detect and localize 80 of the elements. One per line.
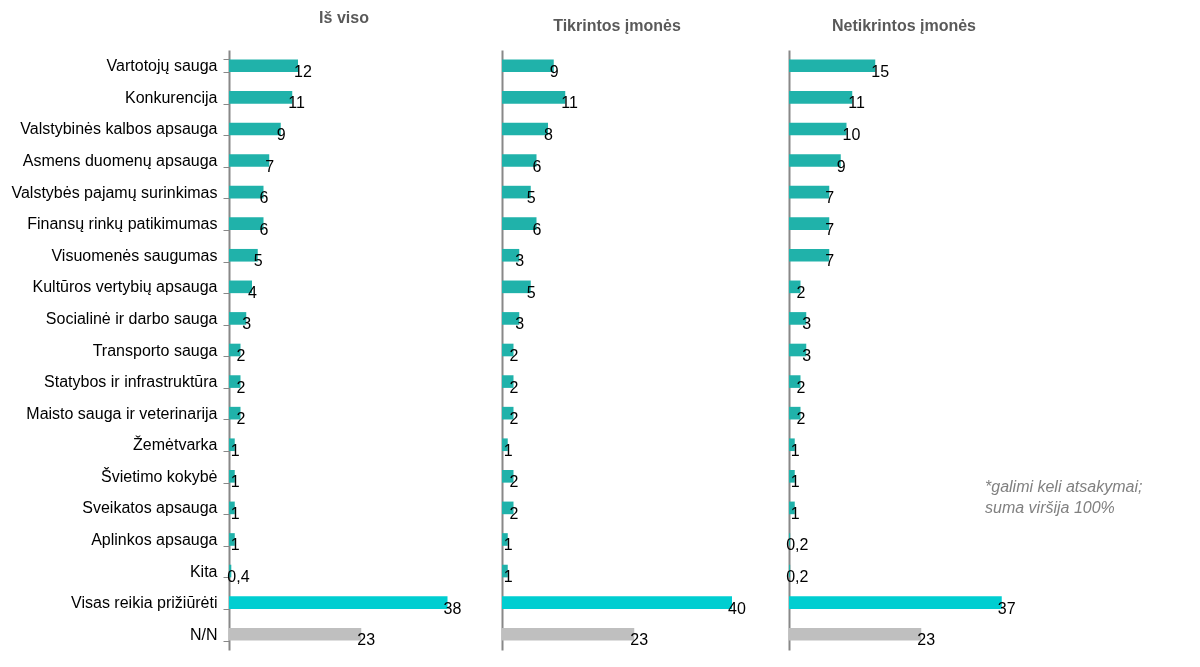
data-label: 4 (248, 283, 257, 301)
data-label: 15 (871, 62, 890, 80)
data-label: 9 (836, 157, 846, 175)
data-label: 7 (825, 189, 835, 207)
data-label: 7 (825, 252, 835, 270)
y-tick-label: Kita (189, 562, 218, 580)
y-tick-label: Valstybinės kalbos apsauga (20, 120, 218, 138)
data-label: 5 (526, 283, 536, 301)
y-tick-label: Asmens duomenų apsauga (22, 152, 218, 170)
data-label: 1 (790, 441, 800, 459)
data-label: 3 (515, 252, 525, 270)
data-label: 6 (259, 189, 269, 207)
y-tick-label: Transporto sauga (92, 341, 218, 359)
data-label: 1 (230, 441, 240, 459)
data-label: 11 (561, 94, 578, 112)
annotation: *galimi keli atsakymai; suma viršija 100% (985, 477, 1143, 518)
y-tick-label: Statybos ir infrastruktūra (44, 373, 218, 391)
data-label: 9 (549, 62, 559, 80)
data-label: 1 (230, 473, 240, 491)
y-tick-label: Konkurencija (125, 88, 218, 106)
y-tick-label: Švietimo kokybė (101, 466, 218, 485)
y-tick-label: Sveikatos apsauga (82, 499, 218, 517)
data-label: 2 (796, 378, 806, 396)
y-tick-label: Maisto sauga ir veterinarija (26, 404, 218, 422)
chart-title: Tikrintos įmonės (553, 17, 681, 34)
data-label: 12 (294, 62, 312, 80)
data-label: 23 (357, 631, 376, 649)
y-tick-label: Visas reikia prižiūrėti (71, 594, 218, 612)
chart-title: Netikrintos įmonės (831, 17, 977, 34)
data-label: 2 (509, 504, 519, 522)
data-label: 0,4 (227, 568, 250, 586)
data-label: 40 (728, 599, 746, 617)
data-label: 3 (802, 315, 812, 333)
data-label: 3 (515, 315, 525, 333)
y-tick-label: Finansų rinkų patikimumas (27, 215, 218, 233)
data-label: 7 (265, 157, 275, 175)
data-label: 10 (842, 125, 861, 143)
data-label: 2 (796, 283, 806, 301)
y-tick-label: Aplinkos apsauga (91, 530, 218, 548)
data-label: 1 (230, 504, 240, 522)
y-tick-label: Valstybės pajamų surinkimas (11, 183, 218, 201)
data-label: 2 (796, 410, 806, 428)
data-label: 0,2 (786, 568, 809, 586)
data-label: 1 (790, 504, 800, 522)
data-label: 9 (276, 125, 286, 143)
data-label: 3 (242, 315, 252, 333)
data-label: 1 (503, 441, 513, 459)
data-label: 2 (236, 347, 246, 364)
y-tick-label: Socialinė ir darbo sauga (45, 309, 218, 327)
data-label: 11 (288, 94, 305, 112)
data-label: 5 (253, 252, 263, 270)
data-label: 0,2 (786, 536, 809, 554)
data-label: 2 (509, 473, 519, 491)
data-label: 2 (509, 410, 519, 428)
y-tick-label: Visuomenės saugumas (51, 246, 218, 264)
y-tick-label: N/N (189, 625, 218, 643)
data-label: 6 (532, 220, 542, 238)
data-label: 11 (848, 94, 865, 112)
data-label: 37 (997, 599, 1016, 617)
data-label: 2 (236, 378, 246, 396)
data-label: 3 (802, 347, 812, 364)
data-label: 2 (509, 378, 519, 396)
data-label: 1 (503, 568, 513, 586)
data-label: 8 (544, 125, 553, 143)
data-label: 7 (825, 220, 835, 238)
data-label: 1 (230, 536, 240, 554)
data-label: 2 (236, 410, 246, 428)
data-label: 6 (532, 157, 542, 175)
data-label: 23 (917, 631, 936, 649)
data-label: 1 (503, 536, 513, 554)
y-tick-label: Kultūros vertybių apsauga (32, 278, 218, 296)
y-tick-label: Vartotojų sauga (106, 57, 218, 75)
data-label: 2 (509, 347, 519, 364)
data-label: 6 (259, 220, 269, 238)
data-label: 1 (790, 473, 800, 491)
data-label: 23 (630, 631, 649, 649)
data-label: 38 (443, 599, 462, 617)
chart-title: Iš viso (319, 9, 370, 26)
y-tick-label: Žemėtvarka (133, 435, 218, 454)
data-label: 5 (526, 189, 536, 207)
